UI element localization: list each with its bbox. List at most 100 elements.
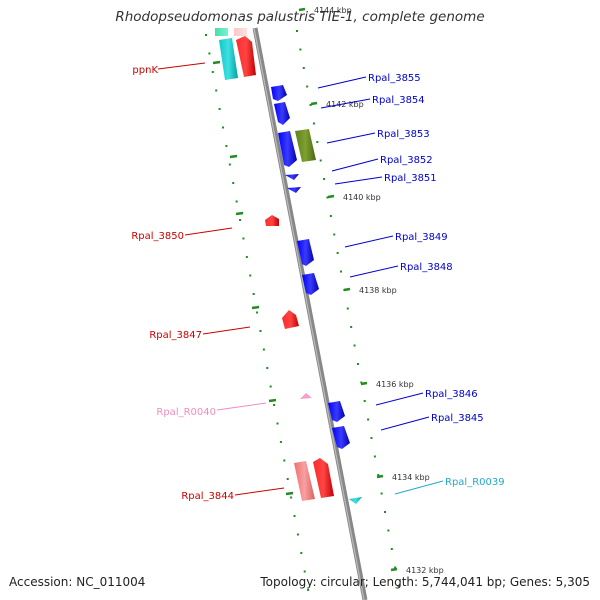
scale-tick-label: 4138 kbp [359, 286, 397, 295]
track-dot [249, 274, 252, 277]
track-dot [370, 437, 373, 439]
track-dot [360, 381, 363, 384]
track-dot [299, 48, 302, 51]
track-dot [286, 478, 289, 480]
track-dot [397, 585, 400, 587]
scale-tick-mark [285, 491, 294, 496]
track-dot [394, 566, 397, 569]
scale-tick-mark [376, 474, 384, 479]
feature-Rpal-3847[interactable] [282, 310, 299, 329]
track-dot [307, 589, 310, 591]
feature-Rpal-R0039[interactable] [349, 497, 362, 504]
scale-tick-mark [229, 154, 238, 159]
feature-Rpal-3853-olive[interactable] [295, 129, 316, 162]
feature-Rpal-3844[interactable] [294, 458, 334, 501]
gene-label[interactable]: Rpal_3846 [425, 389, 478, 400]
track-dot [340, 270, 343, 273]
scale-tick-mark [251, 305, 260, 310]
map-title: Rhodopseudomonas palustris TIE-1, comple… [115, 9, 485, 25]
gene-label[interactable]: Rpal_3854 [372, 95, 425, 106]
gene-label[interactable]: Rpal_3851 [384, 173, 437, 184]
feature-Rpal-3854[interactable] [274, 102, 290, 125]
gene-label[interactable]: Rpal_3844 [181, 491, 234, 502]
feature-ppnK[interactable] [219, 36, 256, 80]
track-dot [242, 237, 245, 240]
gene-label[interactable]: Rpal_3850 [131, 231, 184, 242]
clipped-feature-mint [215, 28, 228, 36]
feature-Rpal-3845[interactable] [332, 426, 350, 449]
track-dot [256, 311, 259, 314]
scale-tick-mark [298, 7, 306, 12]
track-dot [245, 256, 248, 258]
track-dot [346, 307, 349, 310]
forward-strand-track [296, 30, 400, 587]
track-dot [279, 441, 282, 443]
genome-summary-text: Topology: circular; Length: 5,744,041 bp… [260, 575, 590, 589]
gene-label[interactable]: ppnK [132, 65, 158, 76]
feature-Rpal-3846[interactable] [328, 401, 345, 422]
track-dot [306, 85, 309, 88]
track-dot [353, 344, 356, 347]
reverse-strand-track [205, 34, 310, 591]
track-dot [283, 459, 286, 462]
accession-text: Accession: NC_011004 [9, 575, 146, 589]
scale-tick-mark [343, 287, 351, 292]
track-dot [316, 141, 319, 143]
gene-label[interactable]: Rpal_R0039 [445, 477, 505, 488]
gene-label[interactable]: Rpal_3853 [377, 129, 430, 140]
gene-leader-line [375, 392, 424, 406]
track-dot [239, 219, 242, 221]
gene-leader-line [334, 176, 383, 185]
scale-tick-label: 4144 kbp [314, 6, 352, 15]
track-dot [309, 104, 312, 106]
track-dot [252, 293, 255, 295]
track-dot [205, 34, 207, 36]
feature-Rpal-3850[interactable] [265, 215, 279, 226]
gene-label[interactable]: Rpal_3845 [431, 413, 484, 424]
genome-backbone-highlight [253, 27, 365, 600]
feature-Rpal-3855[interactable] [271, 85, 287, 101]
track-dot [333, 233, 336, 236]
gene-leader-line [394, 480, 444, 495]
scale-tick-label: 4140 kbp [343, 193, 381, 202]
gene-label[interactable]: Rpal_R0040 [156, 407, 216, 418]
feature-Rpal-3853-blue[interactable] [278, 131, 297, 167]
feature-Rpal-3852[interactable] [285, 174, 299, 180]
scale-tick-mark [235, 211, 244, 216]
track-dot [302, 67, 305, 69]
gene-leader-line [234, 487, 285, 496]
gene-leader-line [202, 326, 251, 335]
track-dot [232, 182, 235, 184]
feature-Rpal-R0040[interactable] [300, 393, 312, 399]
track-dot [208, 52, 211, 55]
gene-leader-line [344, 235, 394, 248]
gene-label[interactable]: Rpal_3855 [368, 73, 421, 84]
scale-tick-mark [268, 398, 277, 403]
scale-tick-mark [360, 381, 368, 386]
track-dot [367, 418, 370, 421]
scale-ticks: 4144 kbp 4142 kbp 4140 kbp 4138 kbp 4136 kbp… [212, 6, 444, 575]
track-dot [290, 496, 293, 499]
feature-Rpal-3851[interactable] [287, 187, 301, 193]
track-dot [266, 367, 269, 369]
track-dot [211, 71, 214, 73]
track-dot [215, 89, 218, 92]
gene-label[interactable]: Rpal_3848 [400, 262, 453, 273]
feature-Rpal-3849[interactable] [297, 239, 314, 266]
scale-tick-label: 4132 kbp [406, 566, 444, 575]
track-dot [384, 511, 387, 513]
gene-label[interactable]: Rpal_3849 [395, 232, 448, 243]
genome-backbone [252, 27, 368, 600]
track-dot [329, 215, 332, 217]
gene-leader-line [320, 98, 371, 109]
track-dot [319, 159, 322, 162]
gene-label[interactable]: Rpal_3847 [149, 330, 202, 341]
feature-Rpal-3848[interactable] [302, 273, 319, 295]
track-dot [262, 348, 265, 351]
gene-leader-line [184, 227, 233, 236]
scale-tick-label: 4142 kbp [326, 100, 364, 109]
gene-label[interactable]: Rpal_3852 [380, 155, 433, 166]
gene-leader-line [317, 76, 367, 89]
track-dot [259, 330, 262, 332]
track-dot [222, 126, 225, 129]
